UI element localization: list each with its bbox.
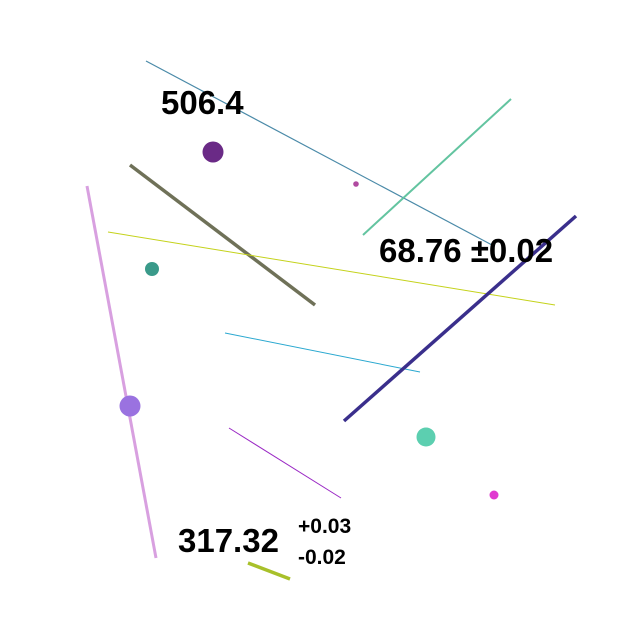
pink-dot bbox=[489, 490, 499, 500]
magenta-small-dot bbox=[353, 181, 359, 187]
navy-line bbox=[342, 214, 578, 423]
teal-dot bbox=[145, 262, 159, 276]
lavender-dot bbox=[119, 395, 141, 417]
orchid-line bbox=[85, 185, 158, 559]
seafoam-line bbox=[362, 98, 512, 236]
value-label-b: 68.76 ±0.02 bbox=[379, 232, 553, 269]
steel-blue-line bbox=[145, 60, 493, 246]
olive-gray-line bbox=[128, 163, 317, 307]
value-label-a: 506.4 bbox=[161, 84, 244, 121]
lime-line bbox=[107, 231, 556, 306]
violet-line bbox=[228, 427, 342, 499]
value-label-c-lower: -0.02 bbox=[298, 546, 346, 569]
plum-dot bbox=[202, 141, 224, 163]
value-label-c: 317.32 bbox=[178, 522, 279, 559]
aquamarine-dot bbox=[416, 427, 436, 447]
value-label-c-upper: +0.03 bbox=[298, 515, 351, 538]
yellow-green-line bbox=[247, 561, 291, 581]
sky-line bbox=[224, 332, 421, 373]
